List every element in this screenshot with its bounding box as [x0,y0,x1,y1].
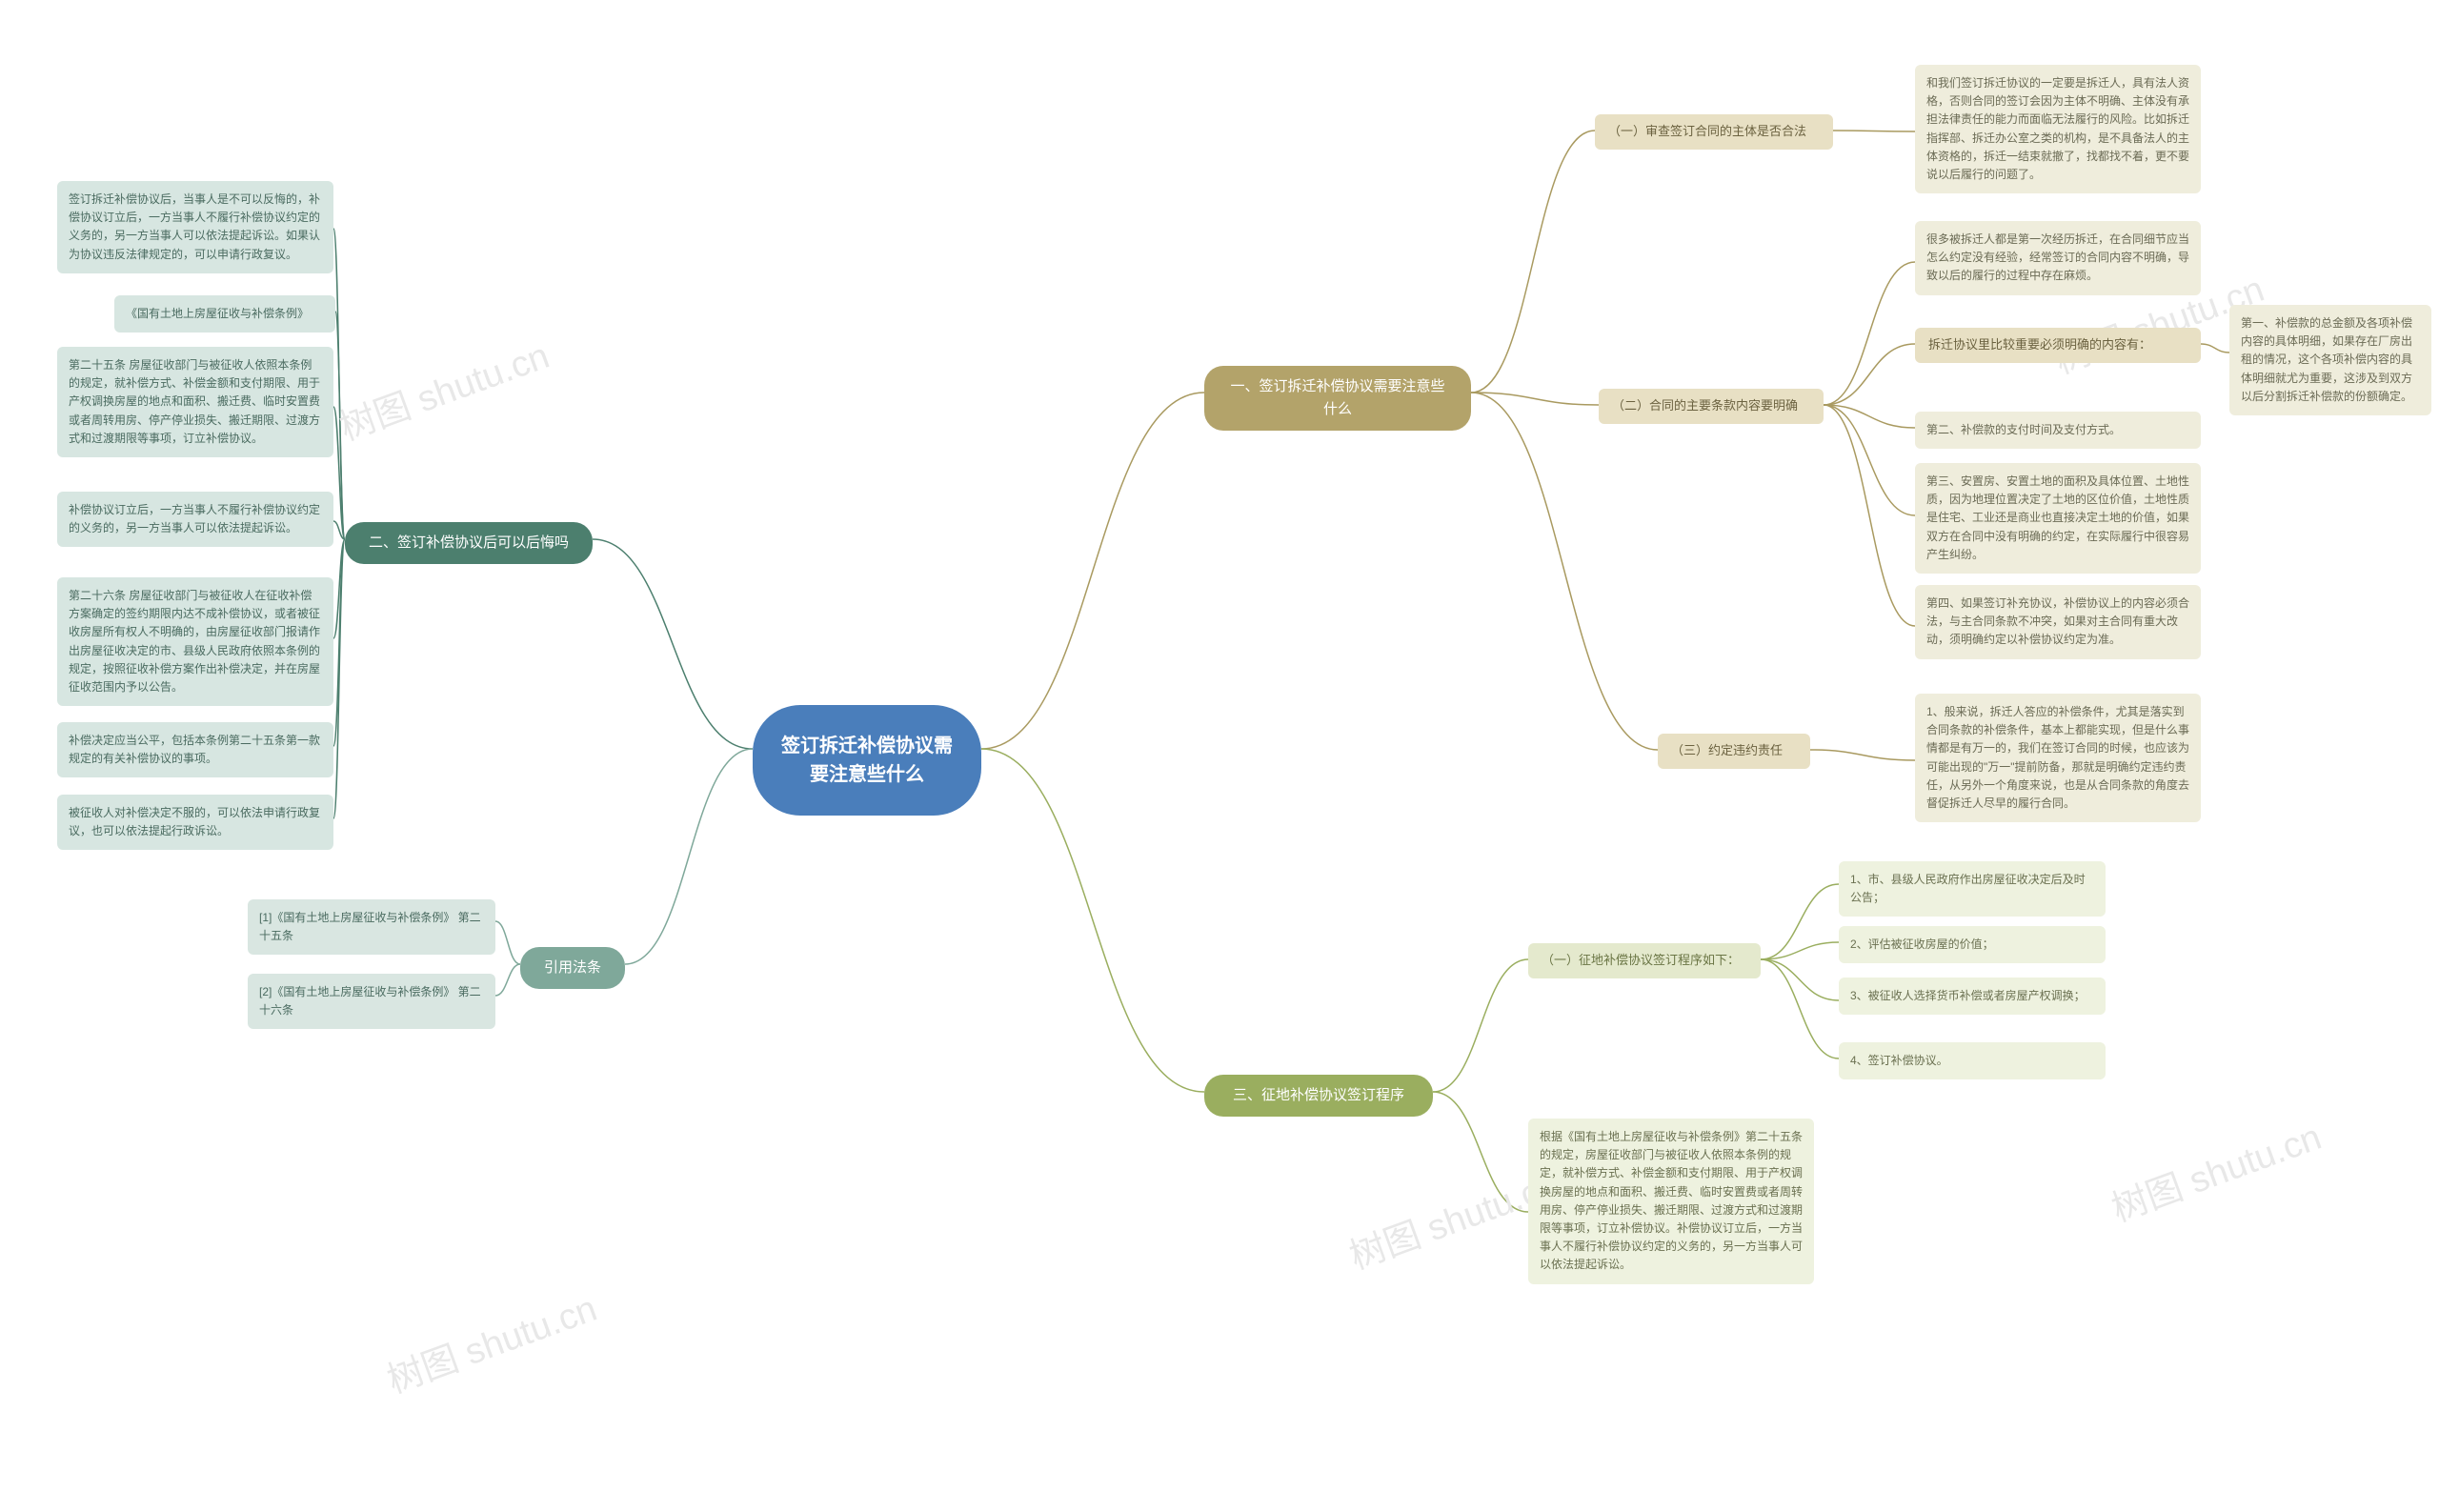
branch-1-child-b-leaf-2: 第二、补偿款的支付时间及支付方式。 [1915,412,2201,449]
branch-1-child-b-leaf-4: 第四、如果签订补充协议，补偿协议上的内容必须合法，与主合同条款不冲突，如果对主合… [1915,585,2201,659]
branch-1-child-c-leaf-1: 1、般来说，拆迁人答应的补偿条件，尤其是落实到合同条款的补偿条件，基本上都能实现… [1915,694,2201,822]
branch-1-child-b: （二）合同的主要条款内容要明确 [1599,389,1824,424]
branch-3-child-a-leaf-1: 1、市、县级人民政府作出房屋征收决定后及时公告； [1839,861,2106,917]
center-node: 签订拆迁补偿协议需要注意些什么 [753,705,981,816]
branch-1-child-a-leaf-1: 和我们签订拆迁协议的一定要是拆迁人，具有法人资格，否则合同的签订会因为主体不明确… [1915,65,2201,193]
branch-2-leaf-f: 补偿决定应当公平，包括本条例第二十五条第一款规定的有关补偿协议的事项。 [57,722,333,777]
branch-4-leaf-b: [2]《国有土地上房屋征收与补偿条例》 第二十六条 [248,974,495,1029]
watermark: 树图 shutu.cn [332,326,555,450]
branch-2-leaf-e: 第二十六条 房屋征收部门与被征收人在征收补偿方案确定的签约期限内达不成补偿协议，… [57,577,333,706]
branch-2-leaf-d: 补偿协议订立后，一方当事人不履行补偿协议约定的义务的，另一方当事人可以依法提起诉… [57,492,333,547]
branch-1-child-b-sub-1-leaf: 第一、补偿款的总金额及各项补偿内容的具体明细，如果存在厂房出租的情况，这个各项补… [2229,305,2431,415]
branch-1-child-b-sub-1: 拆迁协议里比较重要必须明确的内容有： [1915,328,2201,363]
branch-1-child-c: （三）约定违约责任 [1658,734,1810,769]
branch-1-child-a: （一）审查签订合同的主体是否合法 [1595,114,1833,150]
branch-3-child-a-leaf-2: 2、评估被征收房屋的价值； [1839,926,2106,963]
branch-3-child-a: （一）征地补偿协议签订程序如下： [1528,943,1761,978]
branch-2-leaf-c: 第二十五条 房屋征收部门与被征收人依照本条例的规定，就补偿方式、补偿金额和支付期… [57,347,333,457]
branch-3-title: 三、征地补偿协议签订程序 [1204,1075,1433,1117]
branch-3-leaf-b: 根据《国有土地上房屋征收与补偿条例》第二十五条的规定，房屋征收部门与被征收人依照… [1528,1119,1814,1284]
branch-1-title: 一、签订拆迁补偿协议需要注意些什么 [1204,366,1471,431]
branch-3-child-a-leaf-3: 3、被征收人选择货币补偿或者房屋产权调换； [1839,978,2106,1015]
watermark: 树图 shutu.cn [2104,1107,2328,1231]
branch-1-child-b-leaf-0: 很多被拆迁人都是第一次经历拆迁，在合同细节应当怎么约定没有经验，经常签订的合同内… [1915,221,2201,295]
branch-2-leaf-a: 签订拆迁补偿协议后，当事人是不可以反悔的，补偿协议订立后，一方当事人不履行补偿协… [57,181,333,273]
watermark: 树图 shutu.cn [379,1279,603,1402]
branch-1-child-b-leaf-3: 第三、安置房、安置土地的面积及具体位置、土地性质，因为地理位置决定了土地的区位价… [1915,463,2201,574]
branch-2-leaf-b: 《国有土地上房屋征收与补偿条例》 [114,295,335,333]
branch-3-child-a-leaf-4: 4、签订补偿协议。 [1839,1042,2106,1079]
branch-4-title: 引用法条 [520,947,625,989]
branch-2-leaf-g: 被征收人对补偿决定不服的，可以依法申请行政复议，也可以依法提起行政诉讼。 [57,795,333,850]
branch-2-title: 二、签订补偿协议后可以后悔吗 [345,522,593,564]
branch-4-leaf-a: [1]《国有土地上房屋征收与补偿条例》 第二十五条 [248,899,495,955]
